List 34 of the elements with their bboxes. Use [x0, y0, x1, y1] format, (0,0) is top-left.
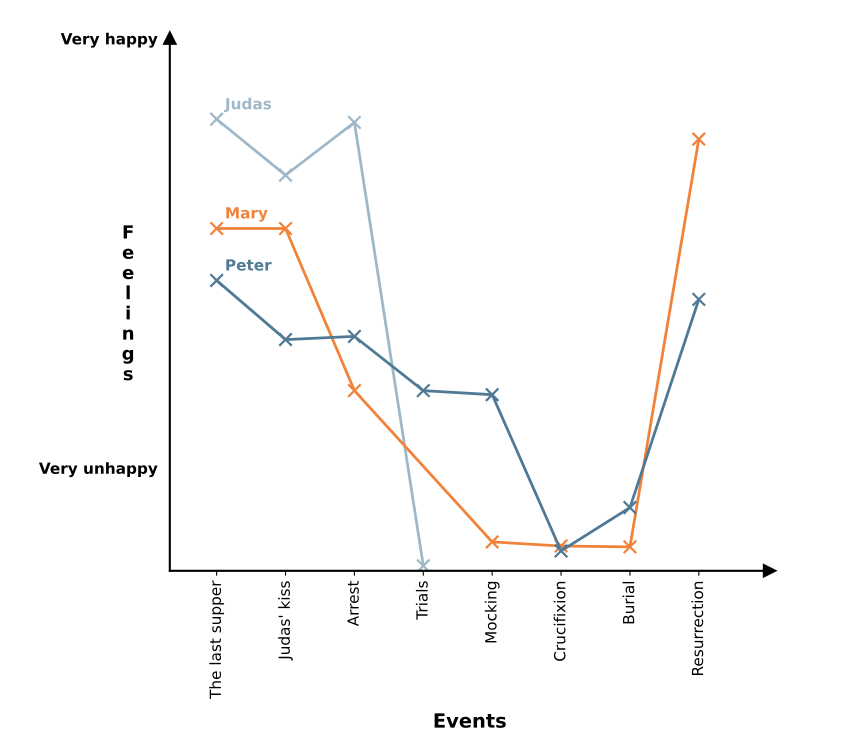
- x-tick-label: Resurrection: [691, 582, 704, 676]
- point: [209, 112, 224, 127]
- series-label: Mary: [226, 207, 268, 222]
- point: [622, 540, 638, 554]
- point: [691, 132, 706, 146]
- point: [416, 558, 431, 571]
- point: [484, 534, 500, 550]
- point: [554, 544, 568, 558]
- point: [622, 500, 638, 515]
- x-tick-label: Trials: [416, 581, 428, 620]
- point: [347, 329, 362, 344]
- series-label: Peter: [226, 259, 272, 271]
- point: [209, 273, 224, 288]
- x-tick-label: Crucifixion: [554, 582, 566, 661]
- point: [278, 332, 293, 347]
- x-axis-title: Events: [434, 713, 506, 728]
- point: [484, 387, 500, 402]
- y-axis-title: Feelings: [122, 225, 134, 380]
- point: [416, 383, 431, 398]
- point: [554, 538, 568, 554]
- point: [347, 115, 362, 130]
- point: [347, 383, 362, 398]
- x-tick-label: Mocking: [484, 582, 500, 642]
- point: [278, 168, 293, 183]
- x-tick-label: Arrest: [347, 580, 359, 626]
- series-label: Judas: [224, 98, 272, 112]
- text: Very unhappy: [38, 462, 158, 478]
- x-tick-label: Burial: [622, 582, 634, 624]
- text: Very happy: [60, 32, 158, 48]
- point: [209, 221, 224, 236]
- x-tick-label: Judas' kiss: [278, 581, 293, 661]
- point: [278, 221, 293, 236]
- x-tick-label: The last supper: [209, 580, 224, 699]
- point: [691, 292, 706, 307]
